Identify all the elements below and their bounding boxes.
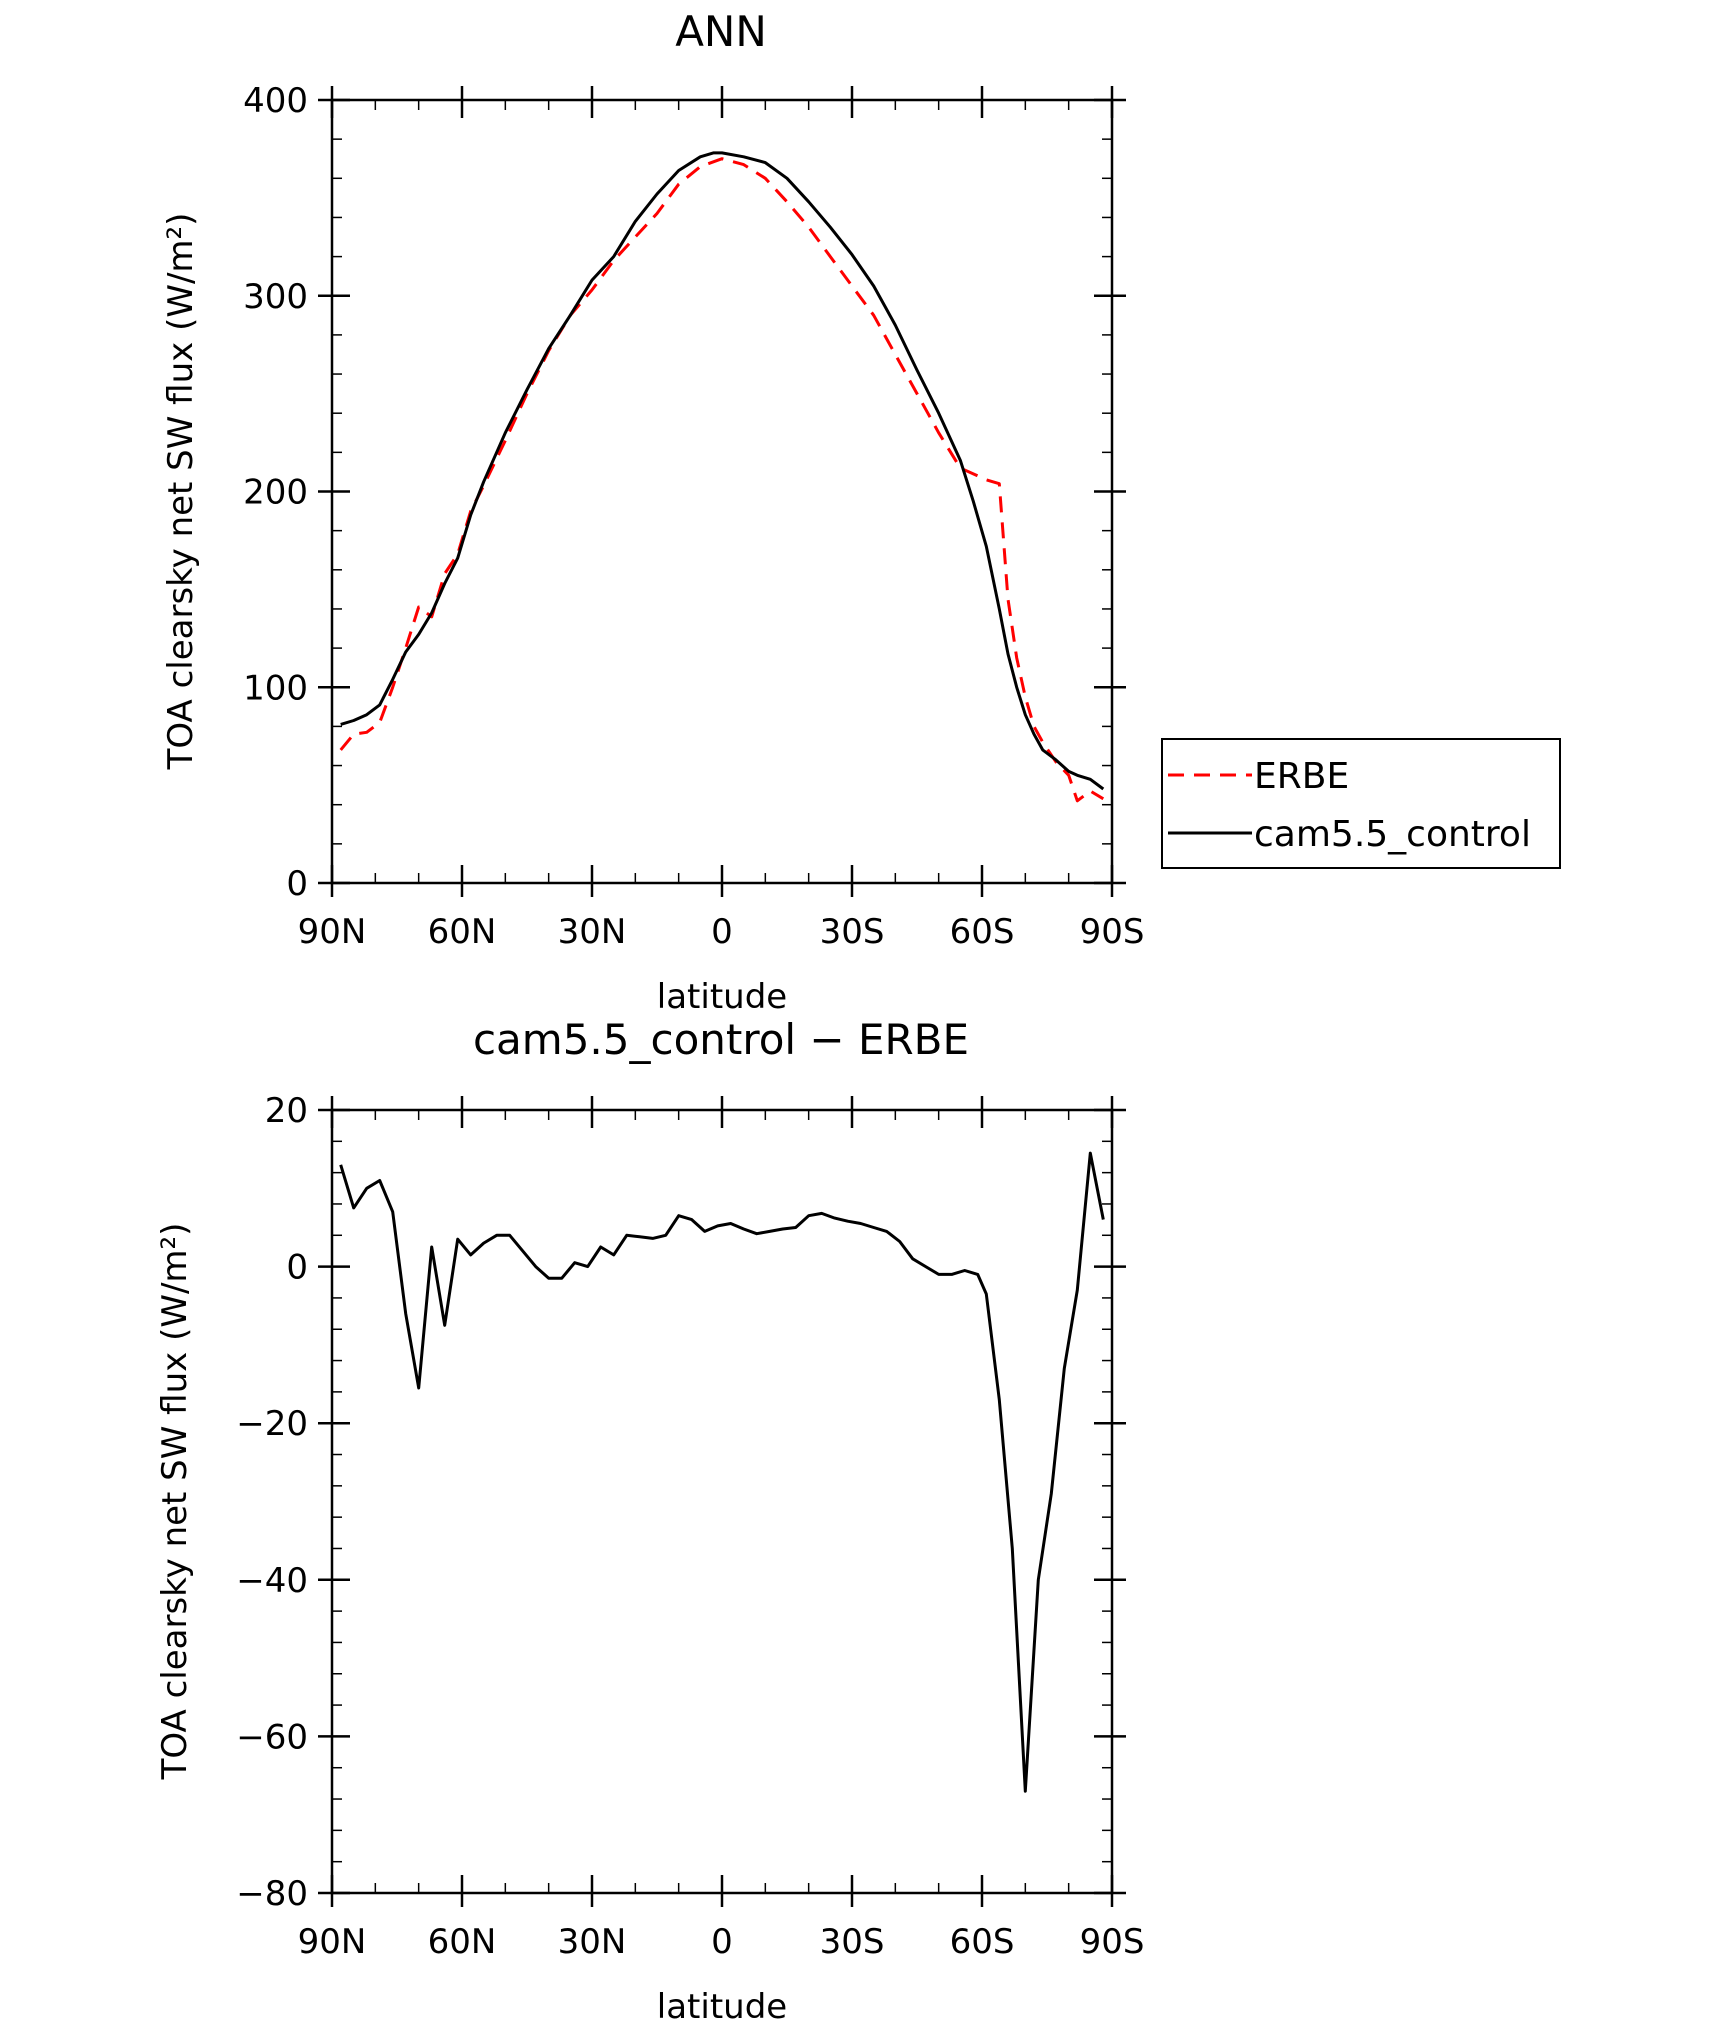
bottom-x-tick-labels: 90N 60N 30N 0 30S 60S 90S <box>298 1922 1145 1962</box>
y-axis-label-bottom: TOA clearsky net SW flux (W/m²) <box>155 1223 195 1781</box>
y-tick-label: −20 <box>236 1404 308 1444</box>
x-tick-label: 60S <box>950 912 1015 952</box>
chart-title-bottom: cam5.5_control − ERBE <box>473 1015 969 1064</box>
y-axis-label-top: TOA clearsky net SW flux (W/m²) <box>161 213 201 771</box>
legend: ERBE cam5.5_control <box>1161 738 1561 869</box>
legend-label-cam: cam5.5_control <box>1254 814 1531 855</box>
bottom-minor-ticks <box>332 1110 1112 1893</box>
x-tick-label: 0 <box>711 1922 733 1962</box>
series-line-0-0 <box>339 157 1105 803</box>
x-tick-label: 0 <box>711 912 733 952</box>
x-tick-label: 90S <box>1080 912 1145 952</box>
y-tick-label: 20 <box>265 1091 308 1131</box>
x-axis-label-bottom: latitude <box>657 1987 787 2021</box>
top-x-tick-labels: 90N 60N 30N 0 30S 60S 90S <box>298 912 1145 952</box>
y-tick-label: 0 <box>286 1248 308 1288</box>
x-tick-label: 30N <box>558 1922 627 1962</box>
x-tick-label: 90S <box>1080 1922 1145 1962</box>
top-minor-ticks <box>332 100 1112 883</box>
y-tick-label: −60 <box>236 1717 308 1757</box>
y-tick-label: 400 <box>243 81 308 121</box>
bottom-series <box>339 1151 1105 1793</box>
bottom-chart: cam5.5_control − ERBE 90N 60N 30N 0 30S 60S 90… <box>155 1015 1144 2021</box>
bottom-major-ticks <box>318 1096 1126 1907</box>
top-series <box>339 151 1105 803</box>
x-tick-label: 30N <box>558 912 627 952</box>
x-tick-label: 60S <box>950 1922 1015 1962</box>
bottom-y-tick-labels: 20 0 −20 −40 −60 −80 <box>236 1091 308 1914</box>
x-tick-label: 30S <box>820 912 885 952</box>
chart-title-top: ANN <box>675 7 767 56</box>
bottom-plot-frame <box>330 1108 1114 1895</box>
x-tick-label: 90N <box>298 912 367 952</box>
y-tick-label: 0 <box>286 864 308 904</box>
x-tick-label: 60N <box>428 912 497 952</box>
top-y-tick-labels: 0 100 200 300 400 <box>243 81 308 904</box>
x-tick-label: 60N <box>428 1922 497 1962</box>
legend-label-erbe: ERBE <box>1254 756 1349 797</box>
x-axis-label-top: latitude <box>657 977 787 1017</box>
top-plot-frame <box>330 98 1114 885</box>
top-chart: ANN 90N 60N 30N 0 30S 60S 90S 0 100 200 300 400 la… <box>161 7 1561 1017</box>
series-line-1-0 <box>339 1151 1105 1793</box>
y-tick-label: −40 <box>236 1561 308 1601</box>
y-tick-label: 200 <box>243 473 308 513</box>
top-major-ticks <box>318 86 1126 897</box>
y-tick-label: 100 <box>243 668 308 708</box>
y-tick-label: 300 <box>243 277 308 317</box>
x-tick-label: 30S <box>820 1922 885 1962</box>
series-line-0-1 <box>340 151 1105 791</box>
y-tick-label: −80 <box>236 1874 308 1914</box>
legend-box <box>1161 738 1561 869</box>
x-tick-label: 90N <box>298 1922 367 1962</box>
